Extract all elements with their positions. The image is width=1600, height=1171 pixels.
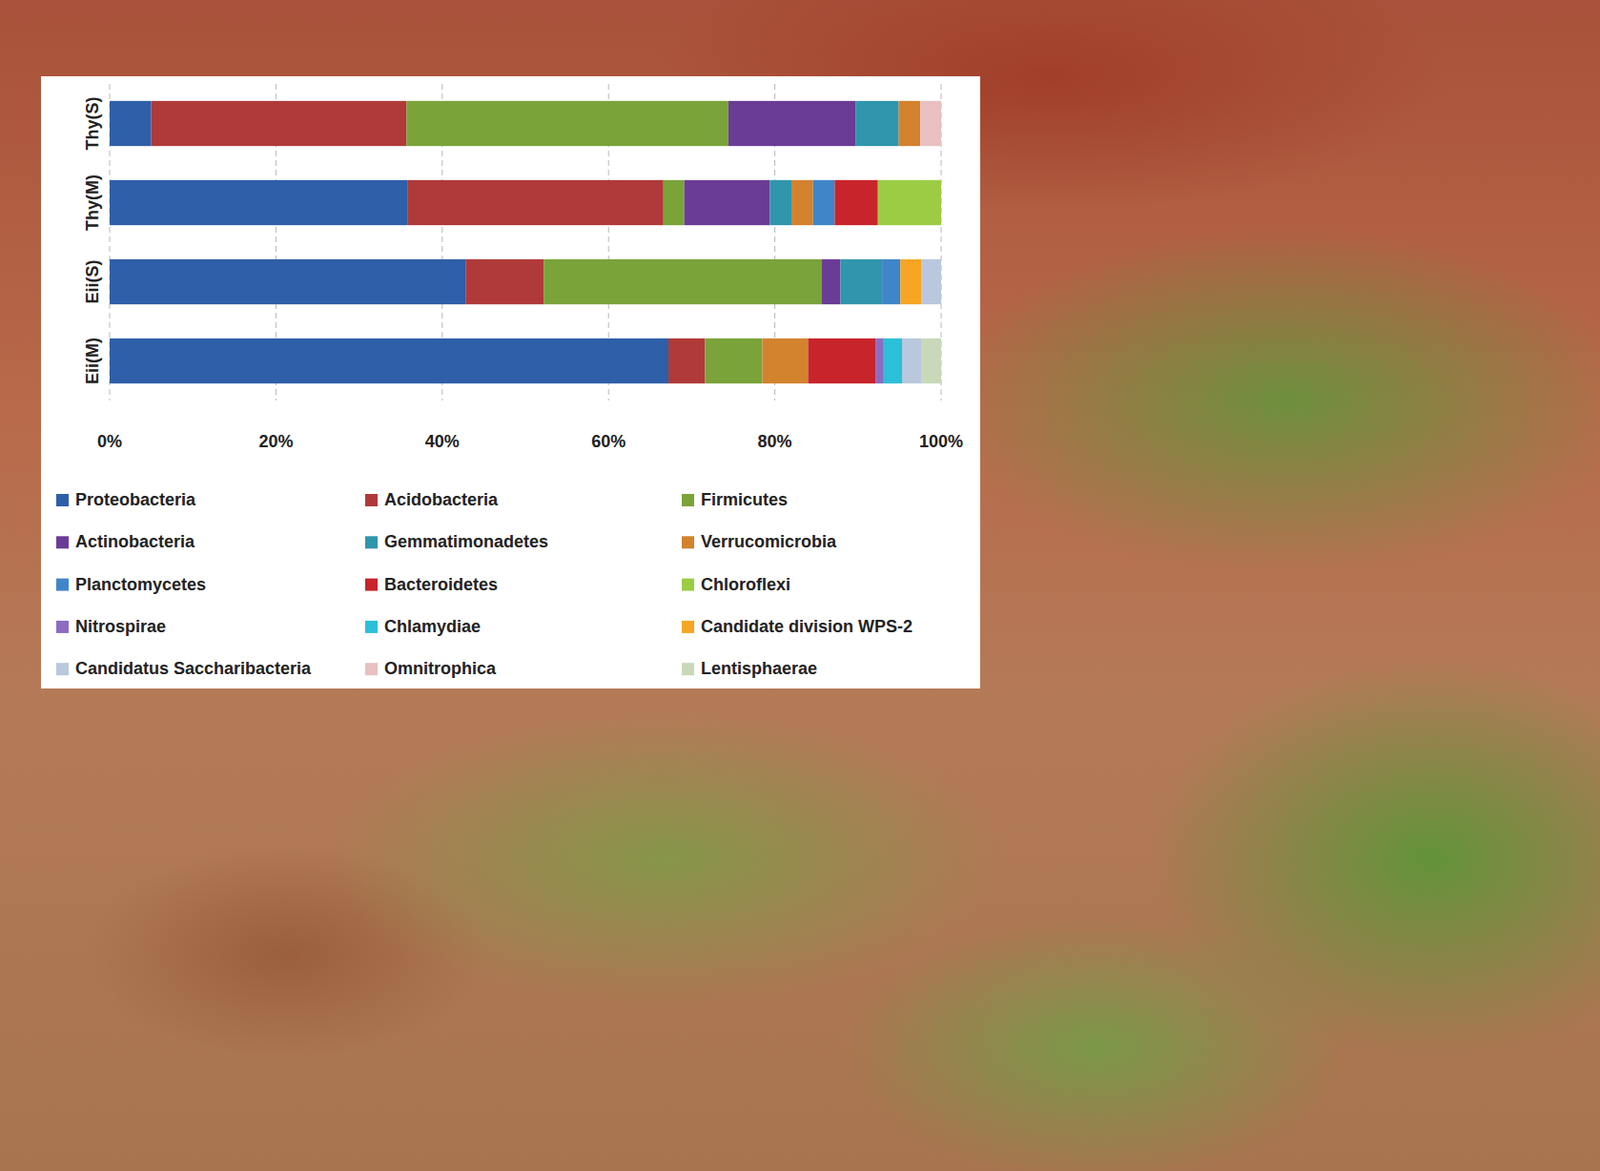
legend-swatch bbox=[365, 620, 378, 634]
bar-segment bbox=[941, 101, 943, 146]
bar-segment bbox=[920, 101, 942, 146]
chart: 0% 20% 40% 60% 80% 100% Thy(S) Thy(M) Eii(S) Eii(… bbox=[0, 0, 1600, 1171]
bar-segment bbox=[109, 180, 408, 226]
bars bbox=[109, 101, 942, 384]
tick-label: 80% bbox=[758, 431, 793, 452]
legend-label: Bacteroidetes bbox=[384, 574, 498, 595]
bar-segment bbox=[941, 180, 943, 226]
legend-swatch bbox=[681, 493, 695, 507]
bar-segment bbox=[941, 259, 943, 305]
bar-segment bbox=[834, 180, 878, 226]
tick-label: 60% bbox=[591, 431, 626, 452]
category-label: Eii(S) bbox=[82, 259, 103, 304]
category-label: Thy(M) bbox=[82, 174, 103, 231]
bar-segment bbox=[762, 338, 809, 384]
bar-segment bbox=[684, 180, 771, 226]
bar-segment bbox=[878, 180, 942, 226]
legend-label: Lentisphaerae bbox=[700, 658, 818, 678]
bar-segment bbox=[921, 338, 942, 384]
bar-segment bbox=[151, 101, 408, 146]
category-label: Eii(M) bbox=[82, 337, 103, 385]
legend-swatch bbox=[56, 535, 69, 549]
legend-swatch bbox=[365, 493, 378, 507]
bar-segment bbox=[855, 101, 899, 146]
legend-label: Omnitrophica bbox=[384, 658, 497, 678]
bar-segment bbox=[900, 259, 922, 305]
bar-segment bbox=[728, 101, 856, 146]
legend-swatch bbox=[56, 662, 69, 676]
bar-segment bbox=[769, 180, 792, 226]
legend-swatch bbox=[365, 578, 378, 592]
bar-segment bbox=[941, 180, 943, 226]
legend-swatch bbox=[56, 493, 69, 507]
legend-swatch bbox=[681, 535, 695, 549]
bar-segment bbox=[941, 180, 943, 226]
bar-segment bbox=[875, 338, 884, 384]
legend-label: Chloroflexi bbox=[700, 574, 791, 595]
category-label: Thy(S) bbox=[82, 96, 103, 150]
legend-label: Firmicutes bbox=[700, 490, 788, 510]
tick-label: 20% bbox=[258, 431, 293, 452]
bar-segment bbox=[813, 180, 836, 226]
legend-swatch bbox=[365, 662, 378, 676]
legend-swatch bbox=[56, 620, 69, 634]
bar-segment bbox=[465, 259, 544, 305]
legend-label: Verrucomicrobia bbox=[700, 532, 838, 552]
legend-label: Acidobacteria bbox=[384, 490, 499, 510]
bar-segment bbox=[407, 180, 664, 226]
tick-label: 40% bbox=[425, 431, 460, 452]
bar-segment bbox=[109, 101, 152, 146]
bar-segment bbox=[941, 259, 943, 305]
bar-segment bbox=[820, 259, 841, 305]
tick-label: 100% bbox=[919, 431, 964, 452]
bar-segment bbox=[668, 338, 705, 384]
legend-label: Chlamydiae bbox=[384, 616, 481, 636]
legend-label: Candidate division WPS-2 bbox=[700, 616, 913, 636]
legend-swatch bbox=[681, 578, 695, 592]
bar-segment bbox=[883, 338, 903, 384]
legend-label: Actinobacteria bbox=[75, 532, 196, 552]
bar-segment bbox=[663, 180, 685, 226]
bar-segment bbox=[109, 259, 466, 305]
legend-label: Proteobacteria bbox=[75, 490, 197, 510]
legend-label: Candidatus Saccharibacteria bbox=[75, 658, 312, 678]
legend-swatch bbox=[681, 662, 695, 676]
bar-segment bbox=[921, 259, 942, 305]
bar-segment bbox=[899, 101, 922, 146]
bar-segment bbox=[941, 180, 943, 226]
bar-segment bbox=[406, 101, 728, 146]
bar-segment bbox=[941, 180, 943, 226]
legend-label: Nitrospirae bbox=[75, 616, 166, 636]
bar-segment bbox=[840, 259, 883, 305]
legend-swatch bbox=[56, 578, 69, 592]
bar-segment bbox=[941, 180, 943, 226]
bar-segment bbox=[791, 180, 814, 226]
chart-panel bbox=[41, 76, 981, 689]
bar-segment bbox=[902, 338, 922, 384]
bar-segment bbox=[109, 338, 669, 384]
bar-segment bbox=[882, 259, 901, 305]
legend-label: Gemmatimonadetes bbox=[384, 532, 549, 552]
bar-segment bbox=[543, 259, 821, 305]
legend-label: Planctomycetes bbox=[75, 574, 206, 595]
bar-segment bbox=[704, 338, 762, 384]
bar-segment bbox=[807, 338, 876, 384]
tick-label: 0% bbox=[97, 431, 123, 452]
legend-swatch bbox=[681, 620, 695, 634]
legend-swatch bbox=[365, 535, 378, 549]
